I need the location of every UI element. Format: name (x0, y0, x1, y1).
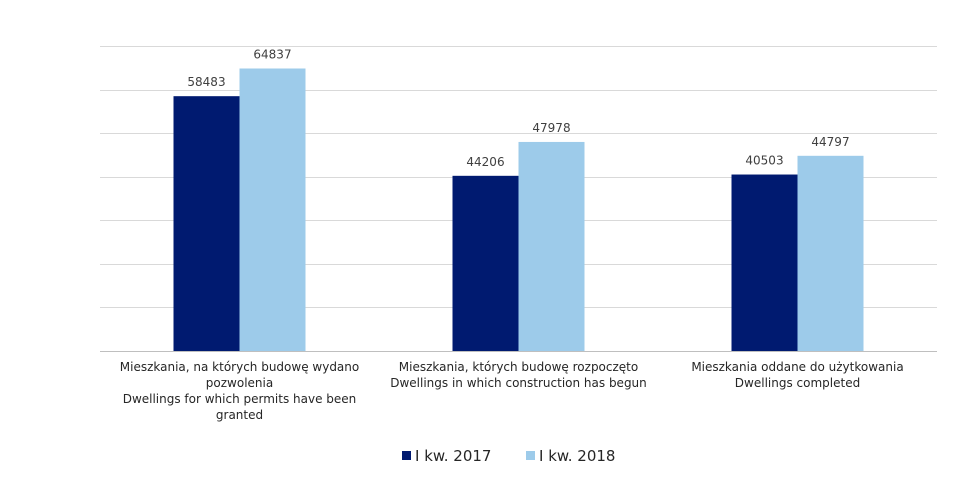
category-label-1-line-3: Dwellings for which permits have been (123, 392, 357, 406)
data-label-s2-c2: 47978 (532, 121, 570, 135)
bar-s2-c1 (239, 68, 306, 352)
category-label-1-line-2: pozwolenia (206, 376, 273, 390)
data-labels: 58483 64837 44206 47978 40503 44797 (187, 47, 849, 168)
category-label-3-line-2: Dwellings completed (735, 376, 860, 390)
data-label-s1-c2: 44206 (466, 155, 504, 169)
bars (173, 68, 864, 352)
data-label-s1-c1: 58483 (187, 75, 225, 89)
category-label-1-line-1: Mieszkania, na których budowę wydano (120, 360, 359, 374)
category-label-2-line-2: Dwellings in which construction has begu… (390, 376, 647, 390)
bar-s1-c1 (173, 96, 240, 351)
bar-s2-c2 (518, 141, 585, 351)
bar-s1-c3 (731, 174, 798, 351)
bar-s2-c3 (797, 155, 864, 351)
category-label-1-line-4: granted (216, 408, 263, 422)
data-label-s1-c3: 40503 (745, 154, 783, 168)
legend-label-1: I kw. 2017 (415, 447, 491, 465)
category-label-3-line-1: Mieszkania oddane do użytkowania (691, 360, 903, 374)
legend-swatch-1 (402, 451, 411, 460)
data-label-s2-c1: 64837 (253, 47, 291, 61)
data-label-s2-c3: 44797 (811, 135, 849, 149)
legend-swatch-2 (526, 451, 535, 460)
legend-label-2: I kw. 2018 (539, 447, 615, 465)
category-label-2-line-1: Mieszkania, których budowę rozpoczęto (399, 360, 638, 374)
legend: I kw. 2017 I kw. 2018 (402, 447, 615, 465)
category-labels: Mieszkania, na których budowę wydano pozw… (120, 360, 904, 422)
bar-s1-c2 (452, 175, 519, 351)
